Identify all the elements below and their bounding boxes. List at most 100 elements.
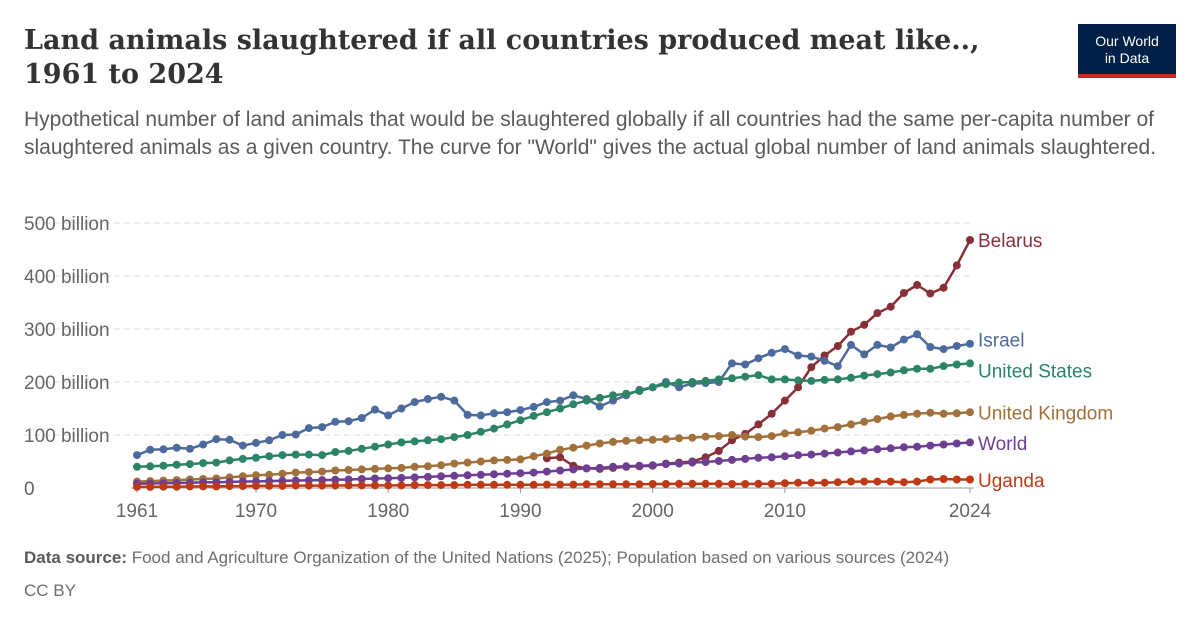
- data-point: [569, 480, 578, 489]
- data-point: [318, 451, 327, 460]
- data-point: [516, 406, 525, 415]
- data-point: [754, 354, 763, 363]
- data-point: [595, 402, 604, 411]
- data-point: [423, 395, 432, 403]
- data-point: [291, 430, 300, 439]
- data-point: [939, 283, 948, 292]
- x-tick-label: 1980: [367, 501, 409, 522]
- data-point: [437, 481, 446, 490]
- data-point: [542, 408, 551, 417]
- data-point: [913, 442, 922, 451]
- data-point: [542, 480, 551, 489]
- data-point: [556, 396, 565, 405]
- data-point: [728, 455, 736, 464]
- data-point: [833, 448, 842, 457]
- data-point: [675, 378, 684, 387]
- data-point: [238, 441, 247, 450]
- data-point: [939, 362, 948, 371]
- license-text[interactable]: CC BY: [24, 581, 76, 600]
- series-label: World: [978, 434, 1027, 455]
- data-point: [199, 440, 208, 449]
- data-point: [357, 475, 366, 483]
- data-point: [794, 451, 803, 460]
- data-point: [952, 360, 961, 369]
- line-chart: 0 100 billion 200 billion 300 billion 400 bi…: [24, 214, 1113, 522]
- data-point: [926, 343, 935, 351]
- data-point: [939, 440, 948, 449]
- data-point: [569, 391, 578, 400]
- data-point: [159, 445, 168, 454]
- data-point: [146, 445, 155, 454]
- data-point: [966, 236, 974, 244]
- data-point: [133, 451, 141, 460]
- x-tick-label: 1970: [235, 501, 277, 522]
- data-point: [622, 480, 631, 489]
- data-point: [450, 433, 459, 442]
- series-label: United Kingdom: [978, 404, 1113, 425]
- data-point: [860, 446, 869, 455]
- data-point: [913, 409, 922, 418]
- data-point: [542, 467, 551, 476]
- data-point: [635, 436, 644, 445]
- data-point: [780, 345, 789, 354]
- data-point: [437, 472, 446, 481]
- x-tick-label: 1990: [499, 501, 541, 522]
- data-point: [397, 481, 406, 490]
- data-point: [675, 479, 684, 488]
- data-point: [397, 473, 406, 482]
- data-point: [476, 470, 485, 479]
- series-line: [136, 410, 971, 483]
- data-point: [344, 481, 353, 490]
- data-point: [886, 477, 895, 486]
- data-point: [926, 364, 935, 373]
- data-point: [847, 447, 855, 456]
- data-point: [609, 480, 617, 489]
- owid-logo[interactable]: Our World in Data: [1078, 24, 1176, 78]
- data-point: [767, 375, 776, 384]
- data-point: [582, 441, 591, 450]
- data-point: [384, 474, 393, 483]
- data-point: [516, 455, 525, 464]
- data-point: [807, 363, 816, 372]
- data-point: [476, 427, 485, 436]
- data-point: [966, 408, 974, 417]
- data-point: [860, 477, 869, 486]
- data-point: [331, 475, 340, 484]
- data-point: [450, 396, 459, 405]
- data-point: [357, 481, 366, 490]
- data-point: [780, 429, 789, 438]
- data-point: [807, 478, 816, 487]
- x-tick-label: 2010: [764, 501, 806, 522]
- data-point: [595, 480, 604, 489]
- data-point: [635, 480, 644, 489]
- data-point: [820, 356, 829, 365]
- series-line: [136, 441, 971, 486]
- data-point: [238, 482, 247, 491]
- data-point: [556, 453, 565, 462]
- data-point: [833, 342, 842, 350]
- data-point: [133, 462, 141, 471]
- data-point: [807, 352, 816, 361]
- data-point: [463, 431, 472, 439]
- data-point: [384, 411, 393, 420]
- data-point: [516, 469, 525, 478]
- data-point: [159, 461, 168, 470]
- data-point: [463, 458, 472, 467]
- data-point: [609, 462, 617, 471]
- data-point: [926, 408, 935, 417]
- data-point: [569, 400, 578, 409]
- data-point: [714, 446, 723, 455]
- data-point: [714, 375, 723, 384]
- data-point: [754, 453, 763, 462]
- data-point: [384, 481, 393, 490]
- y-tick-label: 300 billion: [24, 320, 110, 341]
- data-point: [357, 465, 366, 474]
- data-point: [873, 309, 882, 318]
- data-point: [556, 404, 565, 413]
- data-point: [754, 433, 763, 442]
- data-point: [225, 456, 234, 465]
- data-point: [503, 480, 512, 489]
- data-point: [331, 417, 340, 426]
- data-point: [913, 364, 922, 373]
- y-tick-label: 200 billion: [24, 373, 110, 394]
